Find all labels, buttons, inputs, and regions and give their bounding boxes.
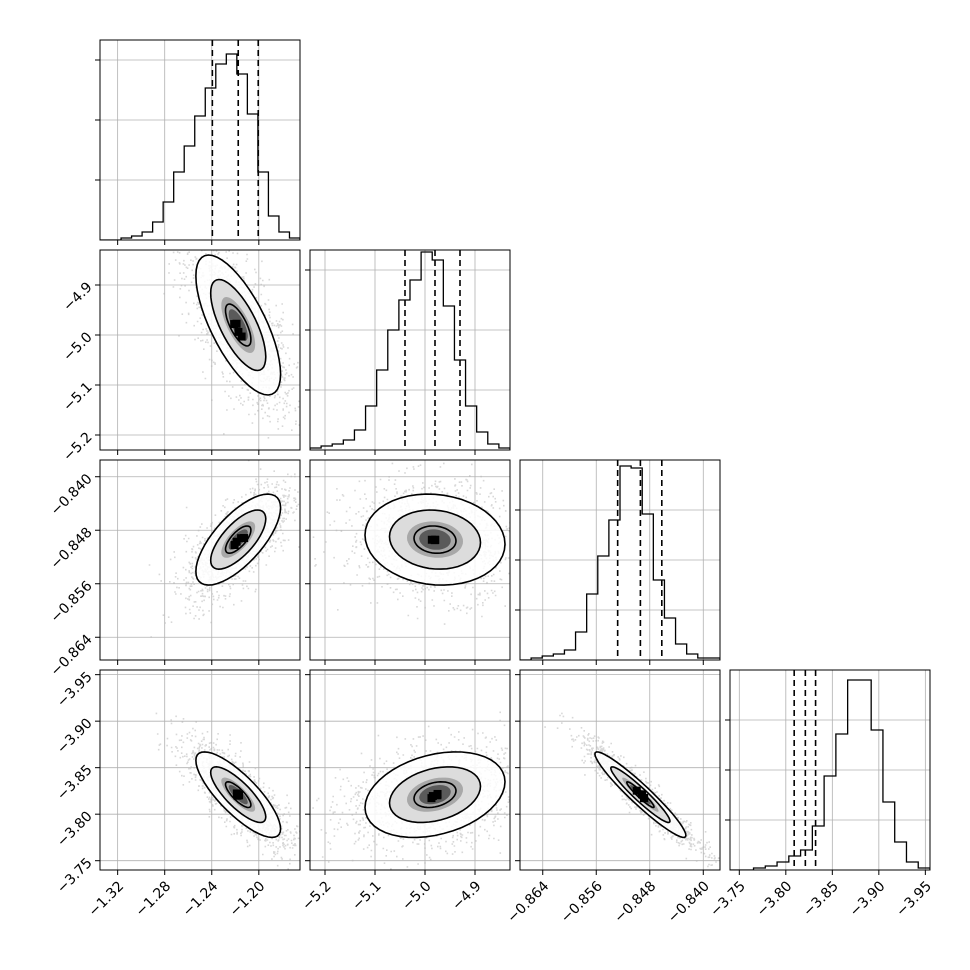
joint-panel-3-2 — [519, 669, 721, 871]
joint-contour-30-0 — [224, 780, 252, 809]
joint-density-pixel-20-2 — [230, 540, 239, 549]
histogram-panel-1 — [305, 249, 511, 451]
histogram-panel-3 — [725, 669, 931, 871]
joint-frame-3-0 — [99, 669, 301, 871]
histogram-frame-0 — [99, 39, 301, 241]
joint-contour-20-0 — [224, 525, 252, 555]
joint-content-2-1 — [310, 460, 510, 660]
joint-density-pixel-21-3 — [430, 536, 439, 545]
joint-content-3-1 — [310, 670, 510, 870]
joint-density-pixel-20-3 — [240, 534, 249, 543]
joint-density-pixel-10-3 — [234, 327, 243, 336]
joint-density-pixel-31-2 — [433, 791, 442, 800]
joint-content-2-0 — [100, 460, 300, 660]
joint-frame-1-0 — [99, 249, 301, 451]
joint-frame-3-1 — [309, 669, 511, 871]
joint-panel-3-0 — [99, 669, 301, 871]
histogram-panel-0 — [95, 39, 301, 241]
histogram-frame-2 — [519, 459, 721, 661]
joint-contour-10-0 — [224, 303, 252, 347]
histogram-panel-2 — [515, 459, 721, 661]
joint-frame-2-0 — [99, 459, 301, 661]
joint-panel-2-1 — [309, 459, 511, 661]
joint-contour-30-1 — [209, 765, 267, 824]
joint-panel-1-0 — [99, 249, 301, 451]
joint-density-pixel-31-3 — [428, 792, 437, 801]
joint-contour-20-2 — [195, 493, 282, 586]
joint-contour-20-1 — [209, 509, 267, 571]
joint-content-1-0 — [100, 250, 300, 450]
joint-density-pixel-10-0 — [237, 332, 246, 341]
histogram-step-2 — [520, 465, 720, 660]
joint-content-3-2 — [520, 670, 720, 870]
joint-contour-32-2 — [594, 751, 687, 839]
joint-contour-30-2 — [195, 751, 282, 839]
joint-density-pixel-10-2 — [232, 319, 241, 328]
joint-contour-32-1 — [609, 766, 671, 824]
joint-frame-3-2 — [519, 669, 721, 871]
histogram-frame-1 — [309, 249, 511, 451]
joint-content-3-0 — [100, 670, 300, 870]
joint-panel-3-1 — [309, 669, 511, 871]
joint-contour-21-1 — [388, 509, 482, 570]
joint-density-pixel-30-3 — [232, 789, 241, 798]
joint-contour-31-1 — [388, 766, 482, 824]
histogram-step-0 — [100, 53, 300, 240]
histogram-step-3 — [730, 679, 930, 870]
joint-contour-21-0 — [413, 525, 457, 554]
joint-contour-10-2 — [195, 254, 282, 396]
joint-contour-32-0 — [625, 780, 655, 809]
joint-panel-2-0 — [99, 459, 301, 661]
joint-contour-10-1 — [209, 278, 267, 372]
joint-contour-31-2 — [364, 751, 506, 839]
joint-contour-21-2 — [364, 493, 506, 586]
joint-density-pixel-32-2 — [637, 790, 646, 799]
histogram-frame-3 — [729, 669, 931, 871]
joint-density-pixel-32-3 — [632, 786, 641, 795]
joint-scatter-3-1 — [312, 711, 510, 870]
joint-frame-2-1 — [309, 459, 511, 661]
histogram-step-1 — [310, 251, 510, 450]
joint-contour-31-0 — [413, 780, 457, 809]
